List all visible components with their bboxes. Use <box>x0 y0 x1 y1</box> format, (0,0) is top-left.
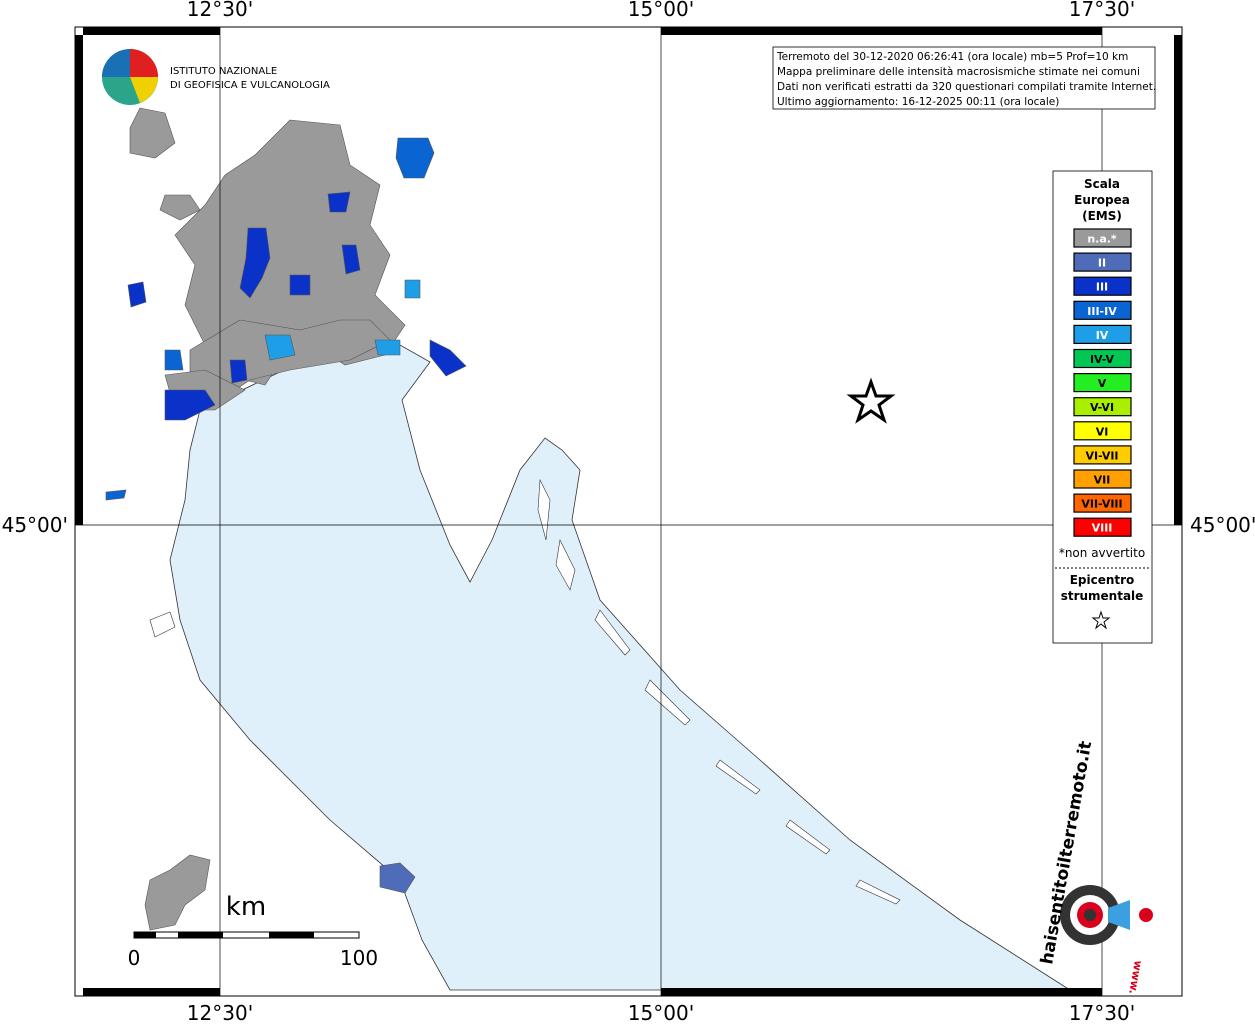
municipality <box>229 359 248 384</box>
legend-label: VII-VIII <box>1081 498 1122 511</box>
legend-swatch <box>1073 348 1132 369</box>
legend-swatch <box>1073 228 1132 248</box>
municipality <box>395 137 435 179</box>
epicenter-title: strumentale <box>1061 589 1144 603</box>
municipality <box>144 854 211 931</box>
municipality <box>127 281 147 308</box>
legend-title: Scala <box>1084 177 1120 191</box>
legend-label: VII <box>1094 474 1111 487</box>
municipality <box>341 244 361 275</box>
legend-label: III-IV <box>1087 305 1117 318</box>
lon-label: 12°30' <box>187 0 253 21</box>
legend: Scala Europea (EMS) *non avvertito Epice… <box>1055 177 1150 630</box>
legend-swatch <box>1073 324 1132 344</box>
legend-note: *non avvertito <box>1059 546 1145 560</box>
legend-swatch <box>1073 421 1132 441</box>
islands <box>149 478 901 905</box>
legend-swatch <box>1073 373 1132 393</box>
lat-label: 45°00' <box>2 513 68 537</box>
legend-swatch <box>1073 276 1132 296</box>
legend-label: V <box>1098 377 1107 390</box>
municipality <box>327 191 351 213</box>
municipality <box>404 279 421 299</box>
municipality <box>239 227 271 299</box>
lon-label: 15°00' <box>628 0 694 21</box>
legend-label: IV <box>1096 329 1109 342</box>
scale-bar: km 0 100 <box>128 892 378 970</box>
municipality <box>159 194 201 221</box>
legend-swatch <box>1073 469 1132 489</box>
legend-star <box>1091 610 1111 630</box>
logo-text: DI GEOFISICA E VULCANOLOGIA <box>170 80 330 91</box>
legend-swatch <box>1073 517 1132 537</box>
municipality <box>379 862 416 894</box>
legend-label: IV-V <box>1090 353 1115 366</box>
legend-title: (EMS) <box>1082 209 1122 223</box>
lon-label: 12°30' <box>187 1001 253 1024</box>
legend-swatch <box>1073 300 1132 320</box>
info-line: Ultimo aggiornamento: 16-12-2025 00:11 (… <box>777 96 1059 108</box>
legend-label: II <box>1098 257 1106 270</box>
legend-swatch <box>1073 397 1132 417</box>
info-line: Terremoto del 30-12-2020 06:26:41 (ora l… <box>776 51 1128 63</box>
legend-label: V-VI <box>1090 401 1114 414</box>
municipality <box>374 339 401 356</box>
scale-unit: km <box>226 892 266 922</box>
frame-bars <box>75 27 1182 996</box>
municipality <box>164 349 184 371</box>
legend-swatch <box>1073 445 1132 465</box>
epicenter-title: Epicentro <box>1070 573 1135 587</box>
legend-label: VI <box>1096 425 1109 438</box>
scale-label: 100 <box>340 946 378 970</box>
legend-label: VIII <box>1092 522 1113 535</box>
legend-label: n.a.* <box>1087 233 1117 246</box>
info-text: Terremoto del 30-12-2020 06:26:41 (ora l… <box>776 51 1156 108</box>
epicenter-star <box>846 377 896 424</box>
logo-text: www. <box>1126 959 1145 995</box>
ingv-logo: ISTITUTO NAZIONALE DI GEOFISICA E VULCAN… <box>102 49 330 105</box>
info-line: Dati non verificati estratti da 320 ques… <box>777 81 1156 93</box>
lon-label: 15°00' <box>628 1001 694 1024</box>
municipality <box>129 107 176 159</box>
legend-swatch <box>1073 493 1132 513</box>
info-box <box>772 46 1156 110</box>
lon-label: 17°30' <box>1069 1001 1135 1024</box>
logo-text: ISTITUTO NAZIONALE <box>170 66 277 77</box>
municipality <box>105 489 127 501</box>
lat-label: 45°00' <box>1190 513 1255 537</box>
municipality <box>264 334 296 361</box>
municipality <box>429 339 467 377</box>
adriatic-sea <box>169 344 1072 991</box>
legend-swatch <box>1073 252 1132 272</box>
legend-title: Europea <box>1074 193 1130 207</box>
municipality <box>164 389 216 421</box>
municipalities <box>105 107 467 931</box>
lon-label: 17°30' <box>1069 0 1135 21</box>
info-line: Mappa preliminare delle intensità macros… <box>777 66 1140 78</box>
scale-label: 0 <box>128 946 141 970</box>
legend-label: VI-VII <box>1085 449 1118 462</box>
municipality <box>289 274 311 296</box>
legend-label: III <box>1096 281 1108 294</box>
